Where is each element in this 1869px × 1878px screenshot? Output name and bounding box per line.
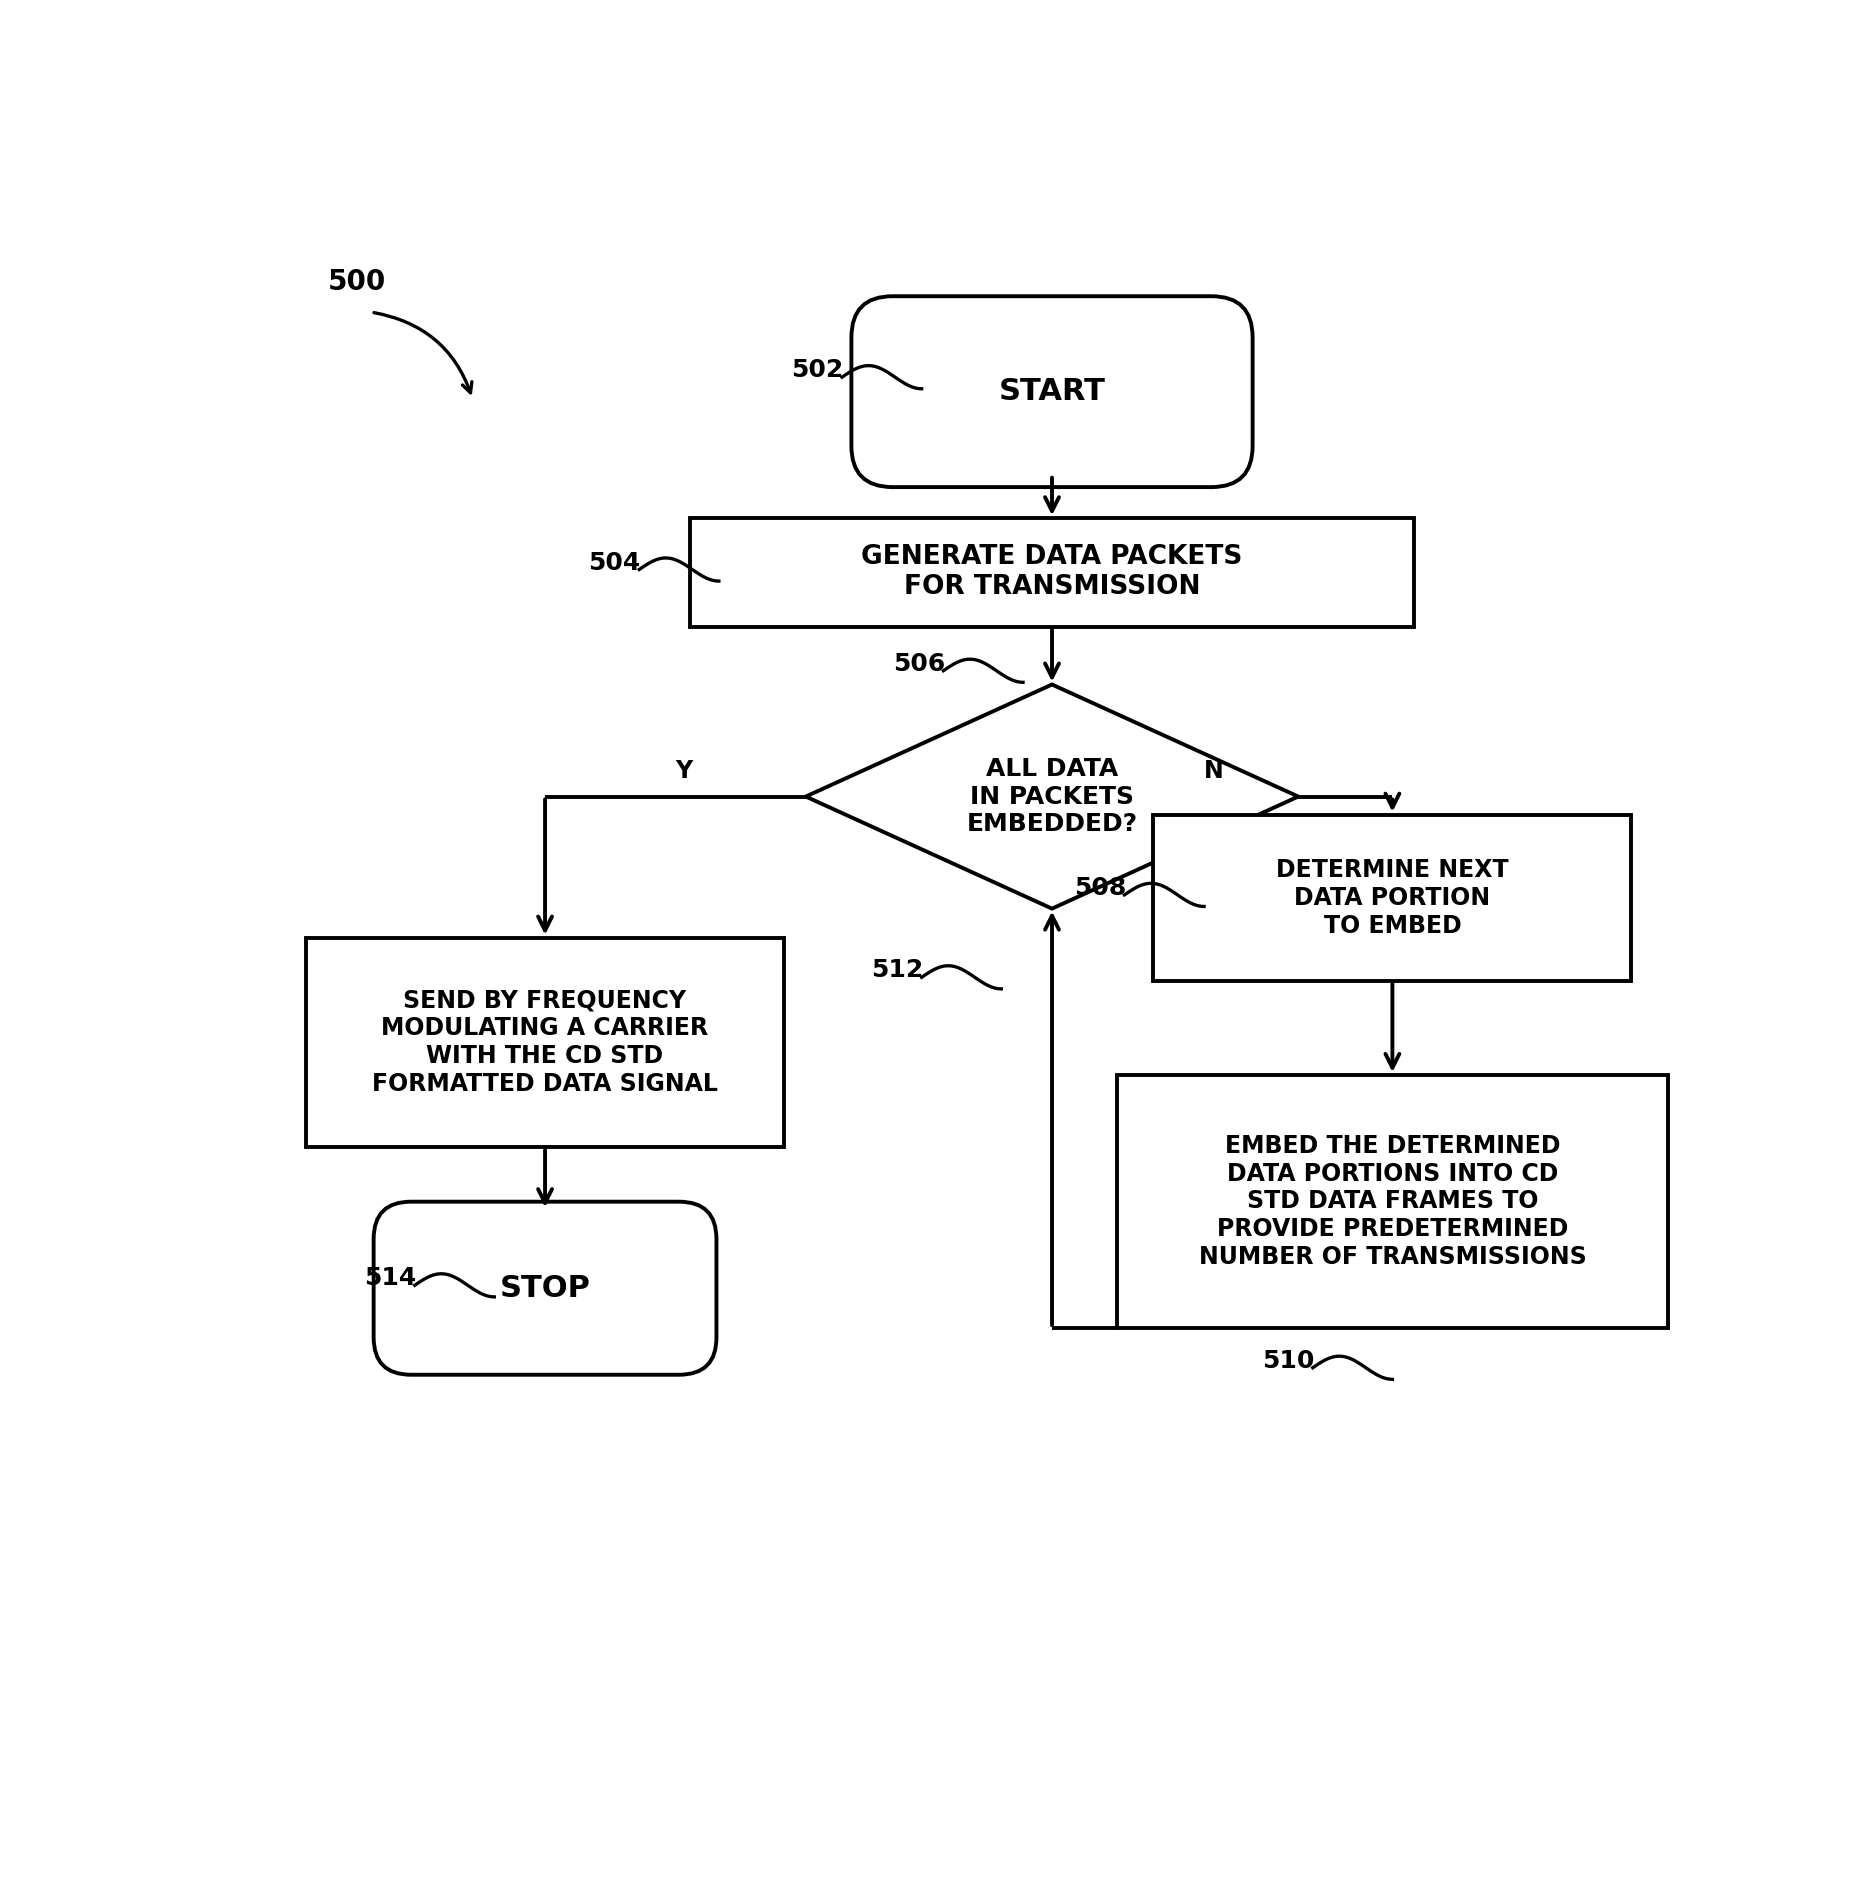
Text: DETERMINE NEXT
DATA PORTION
TO EMBED: DETERMINE NEXT DATA PORTION TO EMBED xyxy=(1277,858,1508,937)
Text: 502: 502 xyxy=(791,359,843,383)
Bar xyxy=(690,518,1415,627)
Bar xyxy=(307,937,785,1147)
Text: N: N xyxy=(1204,759,1224,783)
Text: 514: 514 xyxy=(364,1266,417,1290)
Bar xyxy=(1153,815,1632,980)
Text: Y: Y xyxy=(675,759,693,783)
Text: 506: 506 xyxy=(893,652,946,676)
Text: 508: 508 xyxy=(1073,875,1125,900)
Polygon shape xyxy=(806,684,1299,909)
Text: EMBED THE DETERMINED
DATA PORTIONS INTO CD
STD DATA FRAMES TO
PROVIDE PREDETERMI: EMBED THE DETERMINED DATA PORTIONS INTO … xyxy=(1198,1134,1587,1270)
Text: 512: 512 xyxy=(871,958,923,982)
Text: STOP: STOP xyxy=(499,1273,591,1303)
Text: ALL DATA
IN PACKETS
EMBEDDED?: ALL DATA IN PACKETS EMBEDDED? xyxy=(966,757,1138,836)
Text: 500: 500 xyxy=(327,269,387,297)
Text: 510: 510 xyxy=(1262,1348,1314,1373)
Text: 504: 504 xyxy=(589,550,641,575)
Text: GENERATE DATA PACKETS
FOR TRANSMISSION: GENERATE DATA PACKETS FOR TRANSMISSION xyxy=(862,545,1243,601)
Text: SEND BY FREQUENCY
MODULATING A CARRIER
WITH THE CD STD
FORMATTED DATA SIGNAL: SEND BY FREQUENCY MODULATING A CARRIER W… xyxy=(372,988,718,1097)
FancyBboxPatch shape xyxy=(374,1202,716,1375)
Text: START: START xyxy=(998,377,1105,406)
FancyBboxPatch shape xyxy=(852,297,1252,486)
Bar xyxy=(1118,1074,1667,1328)
